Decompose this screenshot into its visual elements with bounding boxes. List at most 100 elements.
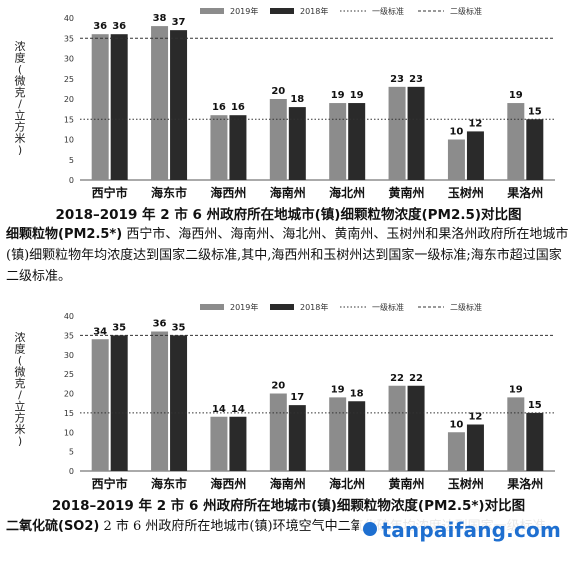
legend-label-1: 2018年 <box>300 302 328 312</box>
pm25-paragraph: 细颗粒物(PM2.5*) 西宁市、海西州、海南州、海北州、黄南州、玉树州和果洛州… <box>6 224 572 287</box>
bar-0-1 <box>151 331 169 471</box>
bar-0-4 <box>329 103 347 180</box>
legend-swatch-0 <box>200 8 224 14</box>
data-label-0-6: 10 <box>449 127 463 138</box>
x-tick-label-0: 西宁市 <box>92 185 128 200</box>
bar-1-2 <box>229 115 247 180</box>
y-axis-label: 浓度(微克/立方米) <box>15 331 26 448</box>
legend-refline-label-0: 一级标准 <box>372 302 404 312</box>
x-tick-label-3: 海南州 <box>270 476 306 491</box>
so2-lead: 二氧化硫(SO2) <box>6 519 100 534</box>
bar-0-3 <box>269 99 287 180</box>
bar-0-4 <box>329 397 347 471</box>
y-tick-label-8: 40 <box>64 14 74 23</box>
legend-label-1: 2018年 <box>300 6 328 16</box>
x-tick-label-3: 海南州 <box>270 185 306 200</box>
legend-swatch-1 <box>270 8 294 14</box>
legend-swatch-0 <box>200 304 224 310</box>
watermark: tanpaifang.com <box>359 518 565 542</box>
data-label-1-2: 16 <box>231 102 245 113</box>
data-label-0-0: 34 <box>93 326 107 337</box>
bar-0-2 <box>210 416 228 471</box>
y-tick-label-2: 10 <box>64 136 74 145</box>
bar-0-3 <box>269 393 287 471</box>
pm25-body: 西宁市、海西州、海南州、海北州、黄南州、玉树州和果洛州政府所在地城市(镇)细颗粒… <box>6 227 569 284</box>
x-tick-label-4: 海北州 <box>329 476 365 491</box>
x-tick-label-5: 黄南州 <box>389 476 425 491</box>
bar-0-6 <box>447 432 465 471</box>
y-tick-label-4: 20 <box>64 390 74 399</box>
pm25-lead: 细颗粒物(PM2.5*) <box>6 227 123 242</box>
data-label-0-1: 38 <box>153 13 167 24</box>
data-label-1-5: 22 <box>409 373 423 384</box>
bar-1-5 <box>407 385 425 471</box>
y-tick-label-5: 25 <box>64 370 74 379</box>
data-label-0-7: 19 <box>509 384 523 395</box>
data-label-0-3: 20 <box>271 381 285 392</box>
legend-refline-label-1: 二级标准 <box>450 6 482 16</box>
bar-1-0 <box>110 34 128 181</box>
legend-label-0: 2019年 <box>230 6 258 16</box>
data-label-1-3: 18 <box>290 94 304 105</box>
x-tick-label-1: 海东市 <box>151 476 187 491</box>
data-label-1-2: 14 <box>231 404 245 415</box>
data-label-1-6: 12 <box>468 118 482 129</box>
y-tick-label-7: 35 <box>64 34 74 43</box>
y-tick-label-3: 15 <box>64 409 74 418</box>
chart-1-caption: 2018–2019 年 2 市 6 州政府所在地城市(镇)细颗粒物浓度(PM2.… <box>55 207 522 223</box>
bar-1-6 <box>466 424 484 471</box>
data-label-1-4: 19 <box>350 90 364 101</box>
x-tick-label-2: 海西州 <box>210 476 246 491</box>
chart-2-caption: 2018–2019 年 2 市 6 州政府所在地城市(镇)细颗粒物浓度(PM2.… <box>51 498 526 514</box>
y-tick-label-0: 0 <box>69 176 74 185</box>
data-label-0-4: 19 <box>331 90 345 101</box>
bar-0-5 <box>388 86 406 180</box>
bar-0-2 <box>210 115 228 180</box>
data-label-1-0: 36 <box>112 21 126 32</box>
y-tick-label-2: 10 <box>64 428 74 437</box>
data-label-1-0: 35 <box>112 322 126 333</box>
bar-1-1 <box>170 30 188 181</box>
x-tick-label-1: 海东市 <box>151 185 187 200</box>
data-label-1-4: 18 <box>350 388 364 399</box>
x-tick-label-6: 玉树州 <box>448 185 484 200</box>
legend-refline-label-0: 一级标准 <box>372 6 404 16</box>
bar-1-4 <box>348 401 366 471</box>
x-tick-label-5: 黄南州 <box>389 185 425 200</box>
y-tick-label-7: 35 <box>64 331 74 340</box>
data-label-1-7: 15 <box>528 400 542 411</box>
data-label-0-5: 22 <box>390 373 404 384</box>
data-label-0-2: 14 <box>212 404 226 415</box>
y-axis-label: 浓度(微克/立方米) <box>15 40 26 157</box>
x-tick-label-0: 西宁市 <box>92 476 128 491</box>
bar-1-3 <box>288 107 306 180</box>
bar-1-7 <box>526 412 544 471</box>
y-tick-label-8: 40 <box>64 312 74 321</box>
bar-0-0 <box>91 339 109 471</box>
x-tick-label-2: 海西州 <box>210 185 246 200</box>
bar-1-4 <box>348 103 366 180</box>
x-tick-label-7: 果洛州 <box>506 476 543 491</box>
y-tick-label-6: 30 <box>64 351 74 360</box>
watermark-logo-icon <box>363 522 378 536</box>
bar-1-3 <box>288 405 306 471</box>
data-label-0-5: 23 <box>390 74 404 85</box>
data-label-0-2: 16 <box>212 102 226 113</box>
x-tick-label-7: 果洛州 <box>506 185 543 200</box>
data-label-0-1: 36 <box>153 319 167 330</box>
bar-1-0 <box>110 335 128 471</box>
data-label-1-1: 35 <box>172 322 186 333</box>
bar-1-2 <box>229 416 247 471</box>
data-label-1-1: 37 <box>172 17 186 28</box>
legend-swatch-1 <box>270 304 294 310</box>
y-tick-label-0: 0 <box>69 467 74 476</box>
data-label-1-7: 15 <box>528 106 542 117</box>
legend-refline-label-1: 二级标准 <box>450 302 482 312</box>
data-label-0-6: 10 <box>449 419 463 430</box>
bar-0-7 <box>507 103 525 180</box>
y-tick-label-1: 5 <box>69 448 74 457</box>
data-label-1-6: 12 <box>468 412 482 423</box>
bar-0-6 <box>447 139 465 180</box>
bar-1-1 <box>170 335 188 471</box>
